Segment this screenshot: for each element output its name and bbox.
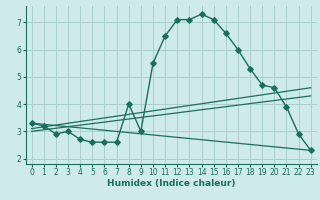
X-axis label: Humidex (Indice chaleur): Humidex (Indice chaleur) [107,179,236,188]
